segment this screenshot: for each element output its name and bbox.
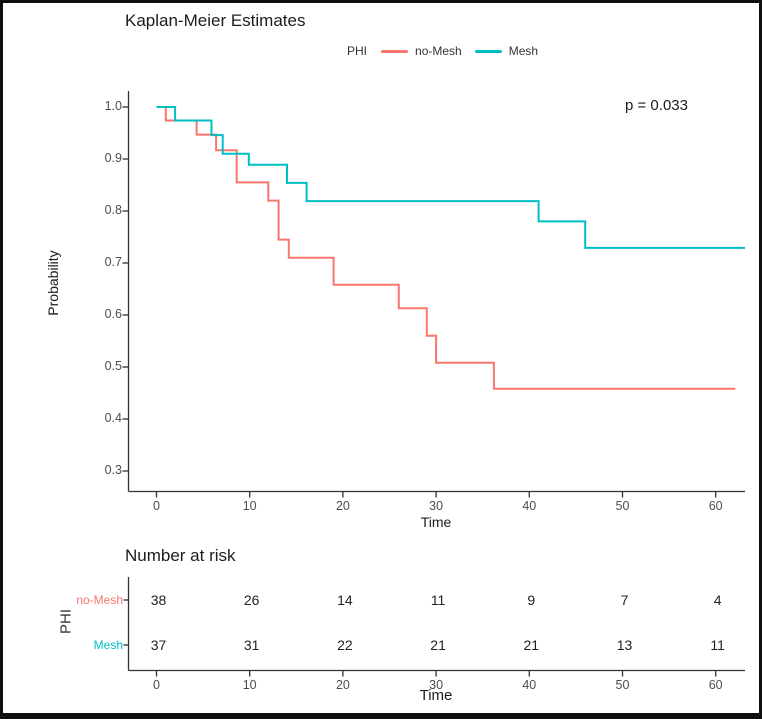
legend-item-no-mesh: no-Mesh [381, 44, 462, 58]
risk-count: 9 [527, 592, 536, 608]
risk-count: 11 [430, 592, 446, 608]
x-axis-title: Time [420, 514, 452, 530]
chart-title: Kaplan-Meier Estimates [125, 11, 306, 30]
x-tick-label: 40 [522, 499, 537, 513]
km-curve-no-mesh [156, 106, 736, 390]
risk-x-tick-label: 40 [522, 678, 537, 692]
risk-count: 11 [710, 637, 725, 653]
risk-x-axis-title: Time [419, 687, 453, 704]
x-tick-label: 10 [242, 499, 257, 513]
risk-count: 38 [150, 592, 167, 608]
risk-count: 21 [430, 637, 446, 653]
y-tick-label: 1.0 [104, 99, 122, 113]
risk-table-title: Number at risk [125, 546, 236, 565]
risk-count: 21 [523, 637, 540, 653]
risk-x-tick-label: 60 [708, 678, 723, 692]
y-axis-title: Probability [45, 250, 61, 316]
risk-x-tick-label: 20 [335, 678, 350, 692]
risk-count: 31 [243, 637, 260, 653]
legend-item-mesh: Mesh [474, 44, 539, 58]
risk-count: 14 [337, 592, 353, 608]
risk-x-tick-label: 30 [429, 678, 444, 692]
x-tick-label: 30 [429, 499, 444, 513]
risk-x-tick-label: 50 [615, 678, 630, 692]
km-plot-svg [122, 91, 745, 677]
risk-row-label-mesh: Mesh [93, 638, 123, 652]
risk-x-tick-label: 10 [242, 678, 257, 692]
x-tick-label: 0 [153, 499, 160, 513]
p-value-annotation: p = 0.033 [625, 97, 688, 114]
risk-row-label-no-mesh: no-Mesh [76, 593, 123, 607]
risk-count: 37 [150, 637, 167, 653]
km-curve-mesh [156, 106, 745, 249]
risk-count: 7 [620, 592, 629, 608]
x-tick-label: 60 [708, 499, 723, 513]
y-tick-label: 0.5 [104, 359, 122, 373]
legend: PHI no-Mesh Mesh [347, 44, 551, 58]
risk-count: 26 [243, 592, 260, 608]
risk-count: 22 [337, 637, 353, 653]
risk-x-tick-label: 0 [153, 678, 160, 692]
y-tick-label: 0.8 [104, 203, 122, 217]
y-tick-label: 0.7 [104, 255, 122, 269]
y-tick-label: 0.3 [104, 463, 122, 477]
legend-label-no-mesh: no-Mesh [415, 44, 462, 58]
no-mesh-line-swatch [381, 49, 409, 53]
x-tick-label: 50 [615, 499, 630, 513]
y-tick-label: 0.6 [104, 307, 122, 321]
legend-label-mesh: Mesh [508, 44, 539, 58]
y-tick-label: 0.9 [104, 151, 122, 165]
legend-group-label: PHI [347, 44, 368, 58]
risk-count: 4 [713, 592, 722, 608]
y-tick-label: 0.4 [104, 411, 122, 425]
risk-count: 13 [616, 637, 633, 653]
x-tick-label: 20 [335, 499, 350, 513]
mesh-line-swatch [474, 49, 502, 53]
